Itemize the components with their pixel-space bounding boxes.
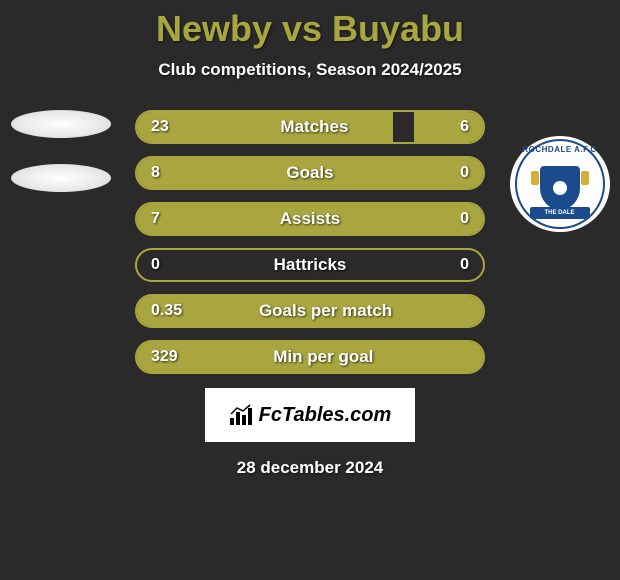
stat-label: Assists bbox=[280, 209, 340, 229]
bar-text-wrap: 23 Matches 6 bbox=[137, 112, 483, 142]
content-area: ROCHDALE A.F.C THE DALE 23 Matches 6 8 Goals… bbox=[0, 110, 620, 478]
bar-text-wrap: 0 Hattricks 0 bbox=[137, 250, 483, 280]
stat-row: 23 Matches 6 bbox=[135, 110, 485, 144]
stat-label: Hattricks bbox=[274, 255, 347, 275]
stat-value-right: 0 bbox=[460, 256, 469, 274]
stats-bars: 23 Matches 6 8 Goals 0 7 Assists 0 0 Hattricks 0 0.3… bbox=[135, 110, 485, 374]
stat-value-right: 0 bbox=[460, 164, 469, 182]
club-badge-inner: ROCHDALE A.F.C THE DALE bbox=[515, 139, 605, 229]
brand-box: FcTables.com bbox=[205, 388, 415, 442]
bar-text-wrap: 329 Min per goal bbox=[137, 342, 483, 372]
stat-value-left: 0 bbox=[151, 256, 160, 274]
date-text: 28 december 2024 bbox=[0, 458, 620, 478]
stat-row: 0.35 Goals per match bbox=[135, 294, 485, 328]
chart-icon bbox=[229, 404, 255, 426]
stat-value-right: 0 bbox=[460, 210, 469, 228]
club-lion-right bbox=[581, 171, 589, 185]
bar-text-wrap: 7 Assists 0 bbox=[137, 204, 483, 234]
stat-value-left: 7 bbox=[151, 210, 160, 228]
stat-label: Goals per match bbox=[259, 301, 392, 321]
stat-value-left: 8 bbox=[151, 164, 160, 182]
stat-label: Matches bbox=[280, 117, 348, 137]
stat-row: 0 Hattricks 0 bbox=[135, 248, 485, 282]
bar-text-wrap: 0.35 Goals per match bbox=[137, 296, 483, 326]
stat-value-left: 23 bbox=[151, 118, 169, 136]
stat-value-right: 6 bbox=[460, 118, 469, 136]
stat-label: Min per goal bbox=[273, 347, 373, 367]
stat-value-left: 329 bbox=[151, 348, 178, 366]
player-right-avatar: ROCHDALE A.F.C THE DALE bbox=[507, 110, 612, 220]
club-shield bbox=[540, 166, 580, 210]
stat-value-left: 0.35 bbox=[151, 302, 182, 320]
club-name-arc: ROCHDALE A.F.C bbox=[522, 145, 596, 154]
page-title: Newby vs Buyabu bbox=[0, 0, 620, 50]
club-badge-right: ROCHDALE A.F.C THE DALE bbox=[510, 136, 610, 232]
club-lion-left bbox=[531, 171, 539, 185]
brand-text: FcTables.com bbox=[259, 404, 392, 427]
subtitle: Club competitions, Season 2024/2025 bbox=[0, 60, 620, 80]
club-ribbon: THE DALE bbox=[530, 207, 590, 219]
stat-label: Goals bbox=[286, 163, 333, 183]
stat-row: 7 Assists 0 bbox=[135, 202, 485, 236]
player-left-avatar bbox=[8, 110, 113, 220]
club-ball-icon bbox=[553, 181, 567, 195]
stat-row: 329 Min per goal bbox=[135, 340, 485, 374]
bar-text-wrap: 8 Goals 0 bbox=[137, 158, 483, 188]
player-left-head-ellipse bbox=[11, 110, 111, 138]
player-left-club-ellipse bbox=[11, 164, 111, 192]
stat-row: 8 Goals 0 bbox=[135, 156, 485, 190]
